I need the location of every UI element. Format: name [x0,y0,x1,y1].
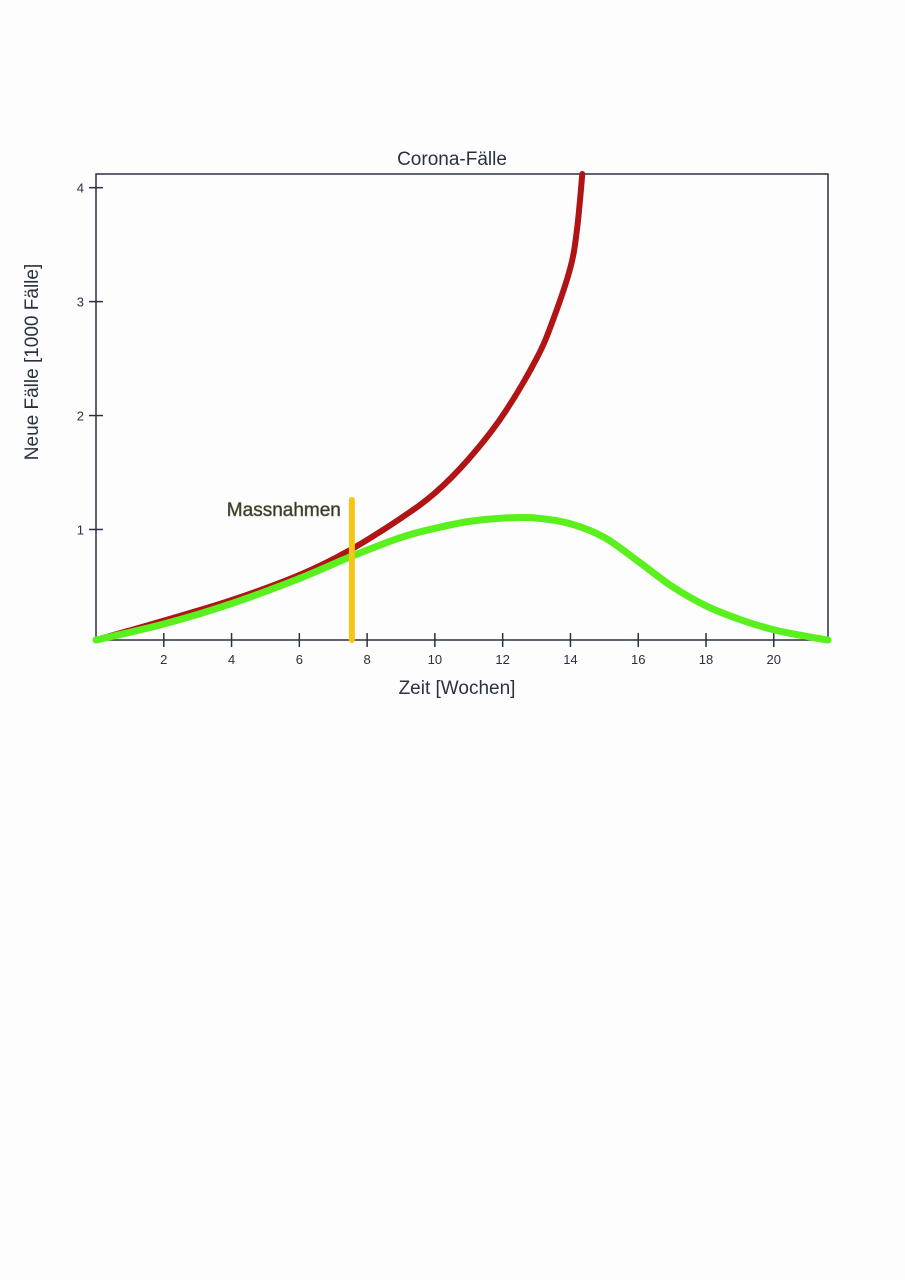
plot-frame [95,173,829,641]
series-group [92,171,832,644]
y-axis-label: Neue Fälle [1000 Fälle] [22,264,43,460]
y-tick-label: 2 [77,409,84,424]
x-tick-label: 14 [563,652,577,667]
x-tick-label: 20 [767,652,781,667]
annotation-group: Massnahmen [226,496,355,643]
series-line-2 [92,514,832,644]
series-line-1 [93,171,586,643]
x-tick-label: 8 [363,652,370,667]
x-tick-label: 2 [160,652,167,667]
x-tick-label: 12 [495,652,509,667]
massnahmen-label: Massnahmen [227,500,341,521]
chart-title: Corona-Fälle [397,149,507,170]
x-axis-ticks: 2 4 6 8 10 12 14 16 18 20 [160,633,781,667]
x-tick-label: 18 [699,652,713,667]
y-tick-label: 4 [77,181,84,196]
x-axis-label: Zeit [Wochen] [399,678,516,699]
x-tick-label: 10 [428,652,442,667]
y-tick-label: 1 [77,522,84,537]
y-tick-label: 3 [77,295,84,310]
y-axis-ticks: 1 2 3 4 [77,181,103,537]
x-tick-label: 4 [228,652,235,667]
x-tick-label: 16 [631,652,645,667]
x-tick-label: 6 [296,652,303,667]
